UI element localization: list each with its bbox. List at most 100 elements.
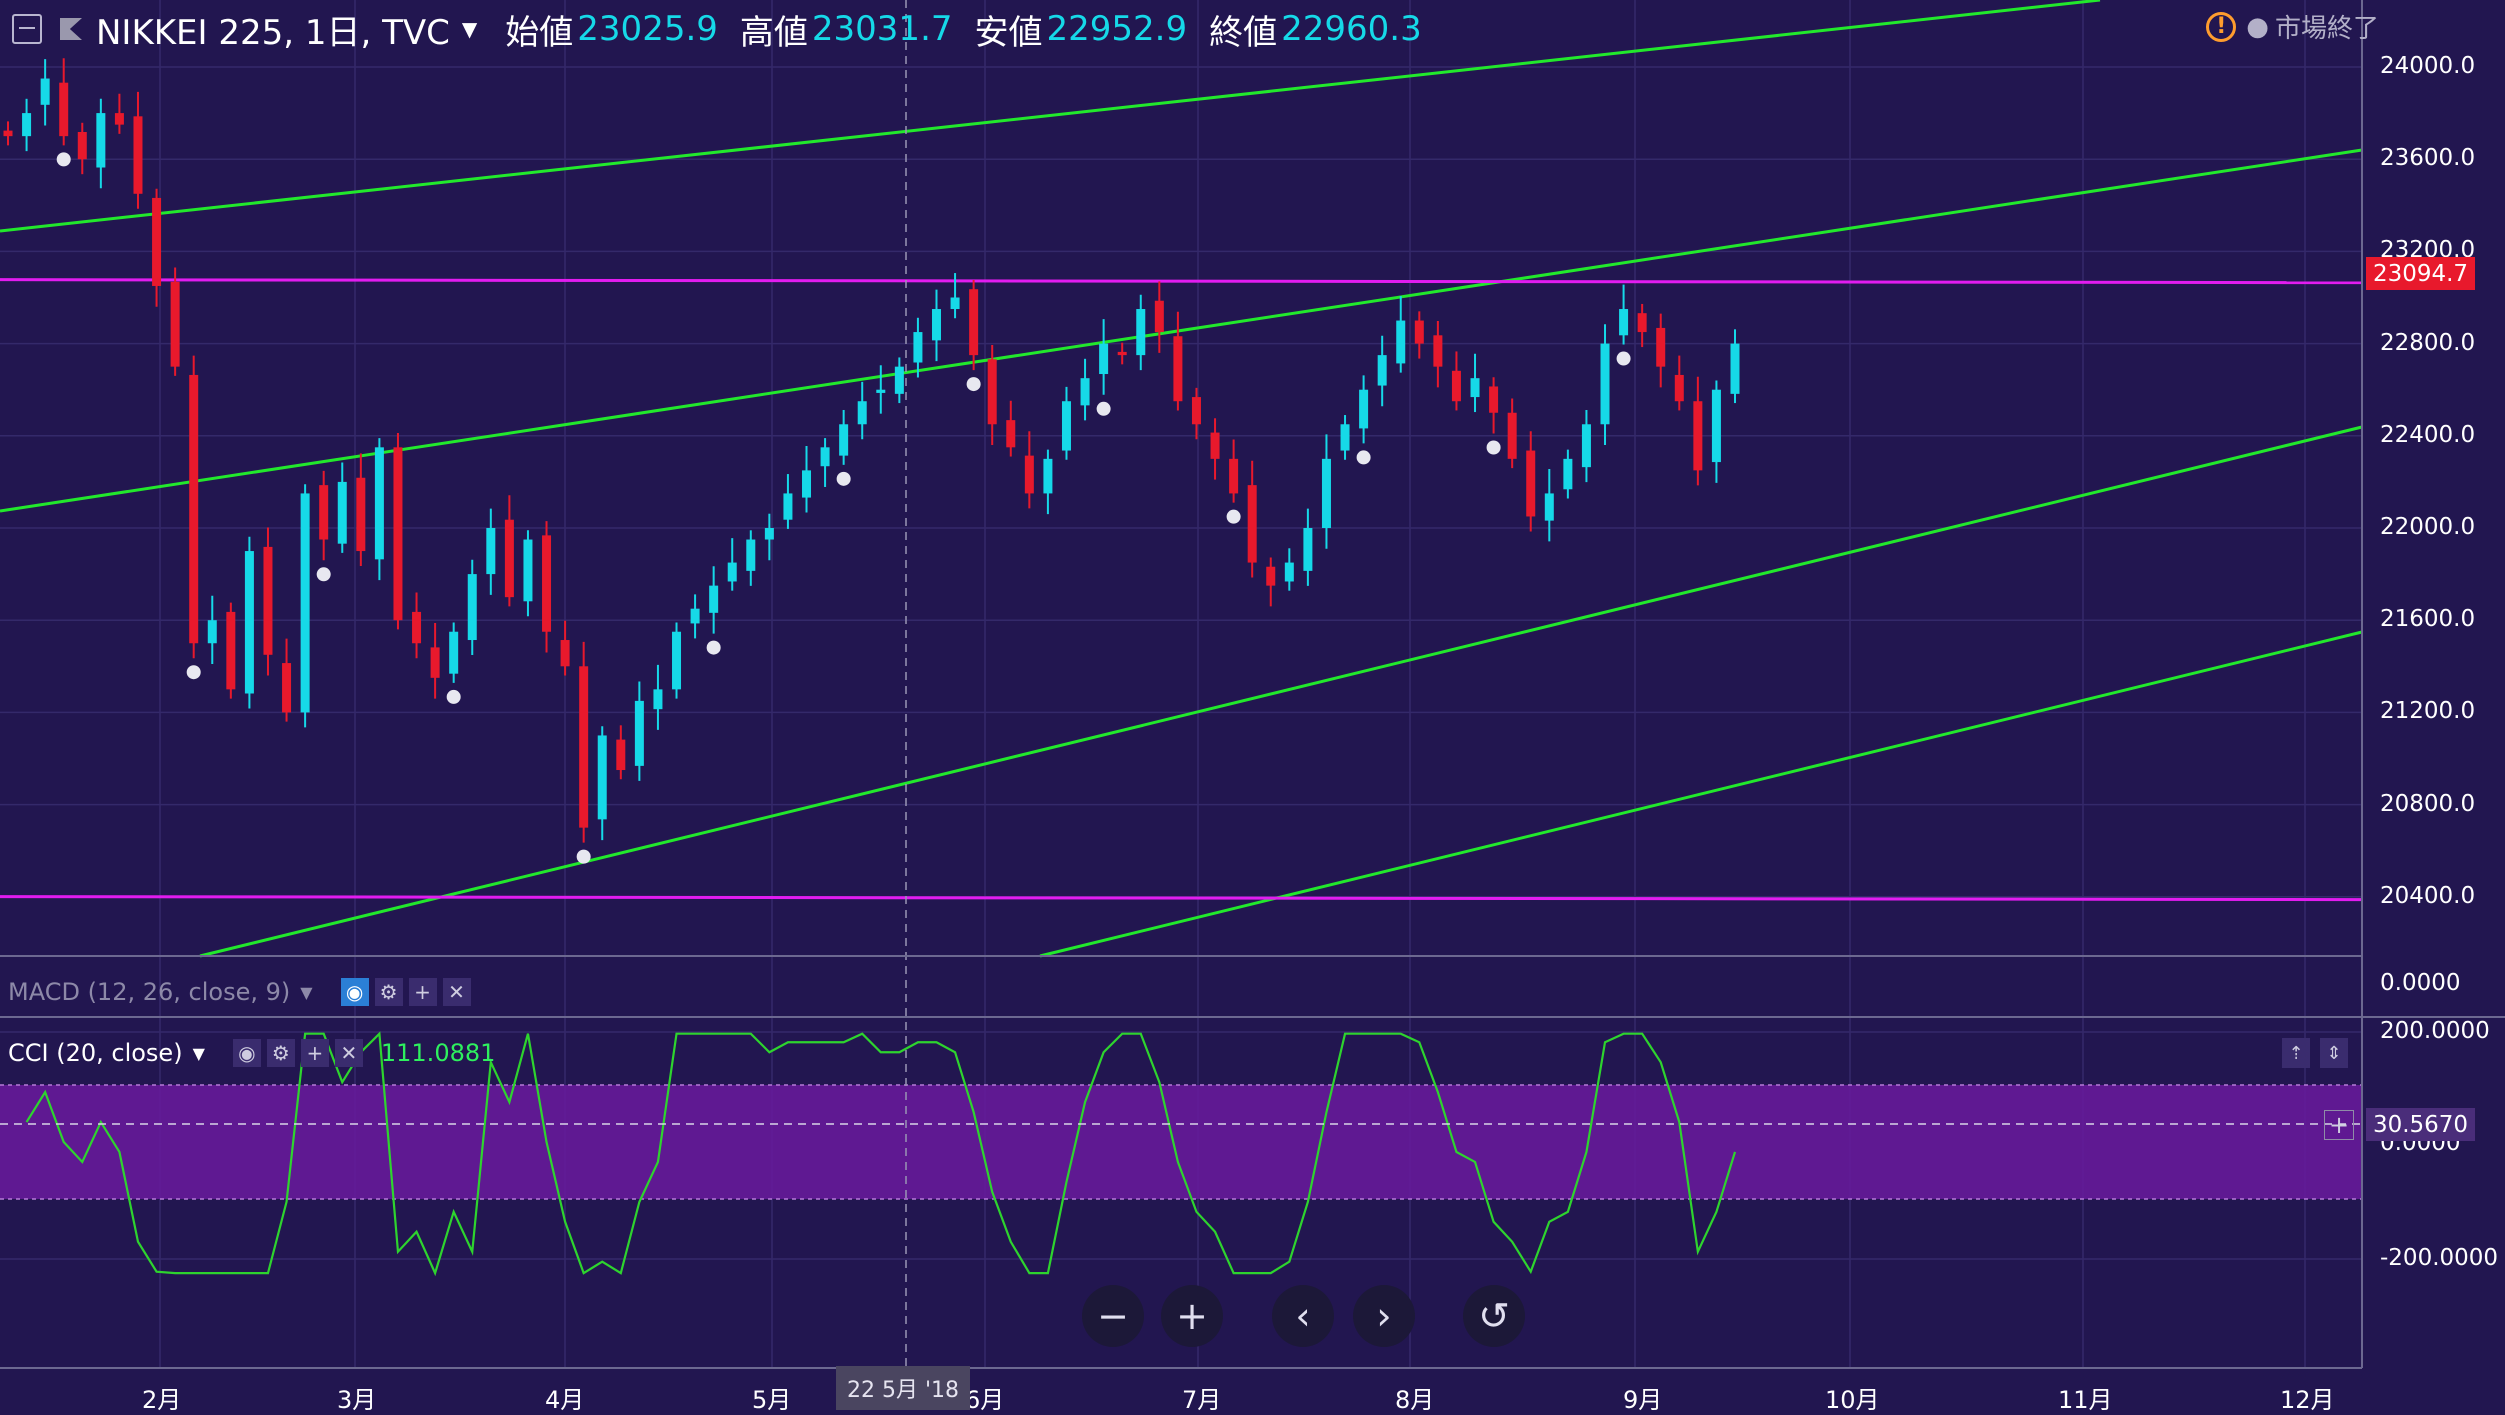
price-tick: 20400.0 (2380, 882, 2476, 909)
candle-body (300, 493, 310, 713)
candle-body (1136, 309, 1146, 356)
candle-body (40, 78, 50, 105)
candle-body (393, 447, 403, 621)
candle-body (1006, 420, 1016, 448)
candle-body (1359, 389, 1369, 429)
scroll-back-button[interactable]: ‹ (1272, 1285, 1334, 1347)
close-label: 終値 (1209, 12, 1278, 53)
plus-icon[interactable]: + (300, 1039, 329, 1067)
candle-body (226, 611, 236, 690)
time-tick: 6月 (965, 1386, 1005, 1414)
candle-body (1061, 401, 1071, 451)
cci-last-tag: 30.5670 (2366, 1108, 2475, 1141)
candle-body (282, 663, 292, 713)
candle-body (672, 631, 682, 690)
price-tick: 22400.0 (2380, 421, 2476, 448)
arrow-up-icon[interactable]: ⇡ (2282, 1038, 2310, 1068)
cci-title[interactable]: CCI (20, close) (8, 1039, 183, 1067)
candle-body (170, 281, 180, 367)
price-tick: 21600.0 (2380, 606, 2476, 633)
market-status[interactable]: ! ● 市場終了 (2206, 8, 2379, 45)
candle-body (189, 374, 199, 644)
candle-body (3, 130, 13, 137)
gear-icon[interactable]: ⚙ (374, 978, 403, 1006)
signal-dot (966, 377, 981, 392)
time-tick: 4月 (545, 1386, 585, 1414)
cci-series (25, 1031, 1737, 1277)
expand-icon[interactable]: ⇕ (2320, 1038, 2348, 1068)
candle-body (1154, 300, 1164, 333)
candle-body (1229, 458, 1239, 494)
crosshair-plus-icon[interactable]: + (2324, 1110, 2354, 1140)
candle-body (504, 519, 514, 598)
zoom-in-button[interactable]: + (1161, 1285, 1223, 1347)
candle-body (1507, 412, 1517, 459)
candle-body (412, 611, 422, 644)
macd-axis-value: 0.0000 (2380, 970, 2461, 996)
trend-line (1039, 630, 2363, 958)
signal-dot (576, 849, 591, 864)
candle-body (969, 289, 979, 356)
candle-body (1303, 528, 1313, 571)
candle-body (1377, 355, 1387, 386)
gear-icon[interactable]: ⚙ (266, 1039, 295, 1067)
chevron-down-icon[interactable]: ▼ (300, 982, 313, 1002)
trendlines[interactable] (0, 0, 2363, 958)
candle-body (1563, 458, 1573, 490)
signal-dot (316, 567, 331, 582)
candle-body (486, 528, 496, 575)
flag-icon[interactable] (60, 18, 82, 40)
close-icon[interactable]: ✕ (334, 1039, 363, 1067)
last-price-tag: 23094.7 (2366, 257, 2475, 290)
chevron-down-icon[interactable]: ▼ (461, 17, 478, 41)
candle-body (634, 700, 644, 766)
candle-body (1266, 566, 1276, 586)
candle-body (1526, 450, 1536, 517)
collapse-icon[interactable] (12, 14, 42, 44)
candle-body (727, 562, 737, 582)
trend-line (0, 0, 2101, 233)
market-status-label: 市場終了 (2274, 14, 2379, 44)
price-tick: 24000.0 (2380, 53, 2476, 79)
candle-body (1489, 386, 1499, 413)
low-label: 安値 (974, 12, 1043, 53)
candle-body (560, 640, 570, 667)
reset-chart-button[interactable]: ↺ (1463, 1285, 1525, 1347)
candle-body (1693, 401, 1703, 471)
time-tick: 9月 (1623, 1386, 1663, 1414)
time-tick: 8月 (1395, 1386, 1435, 1414)
price-tick: 22000.0 (2380, 514, 2476, 540)
candle-body (319, 485, 329, 540)
signal-dot (706, 640, 721, 655)
candle-body (1173, 336, 1183, 402)
chevron-down-icon[interactable]: ▼ (192, 1043, 205, 1063)
eye-icon[interactable]: ◉ (232, 1039, 261, 1067)
candle-body (542, 535, 552, 632)
signal-dot (1226, 509, 1241, 524)
price-tick: 20800.0 (2380, 790, 2476, 817)
chart-header: NIKKEI 225, 1日, TVC ▼ 始値 23025.9 高値 2303… (0, 0, 1444, 58)
cci-tick-minus-200: -200.0000 (2380, 1245, 2499, 1271)
candle-body (950, 297, 960, 310)
cci-current-value: 111.0881 (380, 1039, 496, 1067)
close-value: 22960.3 (1281, 9, 1422, 49)
candle-body (616, 739, 626, 771)
symbol-label[interactable]: NIKKEI 225, 1日, TVC (96, 12, 450, 53)
zoom-out-button[interactable]: − (1082, 1285, 1144, 1347)
plus-icon[interactable]: + (408, 978, 437, 1006)
signal-dot (56, 152, 71, 167)
scroll-forward-button[interactable]: › (1353, 1285, 1415, 1347)
dot-icon: ● (2246, 11, 2269, 42)
price-tick: 22800.0 (2380, 329, 2476, 356)
high-value: 23031.7 (811, 9, 953, 49)
candle-body (207, 620, 217, 644)
signal-dot (1486, 440, 1501, 455)
macd-title[interactable]: MACD (12, 26, close, 9) (8, 978, 291, 1006)
candle-body (1544, 493, 1554, 521)
candle-body (579, 666, 589, 828)
eye-icon[interactable]: ◉ (340, 978, 369, 1006)
close-icon[interactable]: ✕ (442, 978, 471, 1006)
candle-body (1674, 374, 1684, 402)
candle-body (1284, 562, 1294, 582)
